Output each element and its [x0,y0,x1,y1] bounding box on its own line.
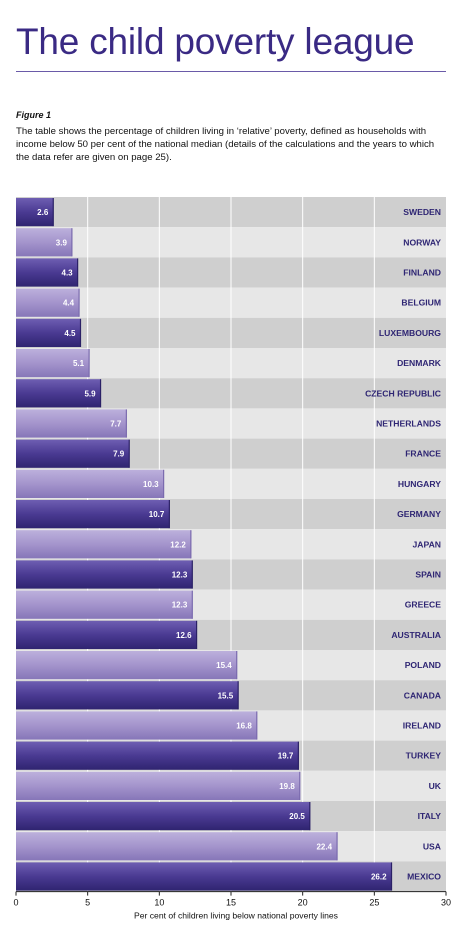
category-label: ITALY [418,811,442,821]
category-label: HUNGARY [398,479,441,489]
x-tick-label: 25 [369,898,379,908]
bar-value-label: 5.9 [84,389,96,398]
bar [16,832,338,861]
category-label: LUXEMBOURG [379,328,441,338]
category-label: GREECE [405,600,442,610]
bar [16,590,193,619]
bar [16,409,127,438]
title-rule [16,71,446,72]
x-tick-label: 15 [226,898,236,908]
category-label: CZECH REPUBLIC [365,388,441,398]
x-tick-label: 20 [298,898,308,908]
bar [16,198,54,227]
bar-value-label: 12.3 [172,571,188,580]
category-label: AUSTRALIA [391,630,441,640]
bar [16,620,197,649]
bar [16,228,72,257]
bar [16,439,130,468]
bar-value-label: 26.2 [371,873,387,882]
bar [16,530,191,559]
bar-value-label: 16.8 [236,722,252,731]
bar-value-label: 10.3 [143,480,159,489]
bar [16,681,239,710]
category-label: USA [423,841,441,851]
bar-value-label: 12.3 [172,601,188,610]
figure-label: Figure 1 [16,110,52,120]
bar-value-label: 4.3 [62,269,74,278]
bar [16,258,78,287]
x-axis-title: Per cent of children living below nation… [134,911,338,921]
category-label: FINLAND [403,268,441,278]
bar-value-label: 19.7 [278,752,294,761]
category-label: POLAND [405,660,441,670]
category-label: NETHERLANDS [376,419,441,429]
bar-value-label: 15.4 [216,661,232,670]
x-tick-label: 30 [441,898,451,908]
category-label: SPAIN [415,570,441,580]
category-label: MEXICO [407,872,441,882]
page-title: The child poverty league [16,21,415,62]
bar-value-label: 15.5 [218,691,234,700]
bar-value-label: 7.7 [110,420,122,429]
category-label: UK [429,781,442,791]
bar-value-label: 12.6 [176,631,192,640]
bar-value-label: 2.6 [37,208,49,217]
bars: 2.6 3.9 4.3 4.4 4.5 5.1 5.9 7.7 7.9 10.3 10.7 12.2 1… [16,198,393,891]
figure-caption: The table shows the percentage of childr… [16,126,435,163]
x-tick-label: 10 [154,898,164,908]
bar [16,862,392,891]
bar [16,802,310,831]
bar [16,349,90,378]
bar [16,318,81,347]
bar [16,379,101,408]
category-label: IRELAND [403,721,441,731]
bar [16,560,193,589]
bar [16,288,80,317]
category-label: NORWAY [403,237,441,247]
category-label: SWEDEN [403,207,441,217]
category-label: JAPAN [413,539,442,549]
bar-value-label: 10.7 [149,510,165,519]
bar [16,711,257,740]
x-tick-label: 0 [13,898,18,908]
bar-value-label: 20.5 [289,812,305,821]
bar [16,771,300,800]
category-labels: SWEDEN NORWAY FINLAND BELGIUM LUXEMBOURG DENM… [365,207,442,881]
x-tick-label: 5 [85,898,90,908]
category-label: BELGIUM [401,298,441,308]
bar-value-label: 4.4 [63,299,75,308]
bar-value-label: 5.1 [73,359,85,368]
x-axis: 0 5 10 15 20 25 30 Per cent of children living … [13,891,451,921]
bar-value-label: 12.2 [170,540,186,549]
bar-value-label: 7.9 [113,450,125,459]
bar-value-label: 22.4 [316,842,332,851]
category-label: GERMANY [397,509,441,519]
bar-value-label: 4.5 [64,329,76,338]
bar-value-label: 19.8 [279,782,295,791]
category-label: TURKEY [406,751,442,761]
bar [16,651,237,680]
category-label: CANADA [404,690,441,700]
category-label: FRANCE [405,449,441,459]
bar-value-label: 3.9 [56,238,68,247]
bar [16,500,170,529]
bar [16,741,299,770]
category-label: DENMARK [397,358,442,368]
bar [16,469,164,498]
